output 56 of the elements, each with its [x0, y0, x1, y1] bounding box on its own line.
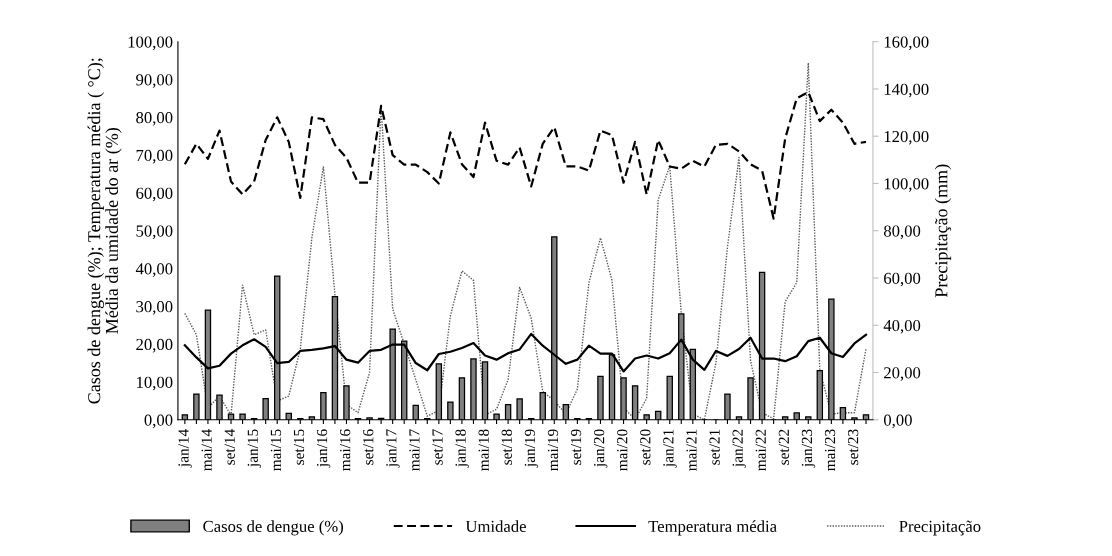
x-tick-label: jan/15: [247, 429, 262, 468]
x-tick-label: jan/16: [316, 429, 331, 468]
x-tick-label: set/22: [778, 429, 789, 465]
y-tick-label: 30,00: [136, 301, 173, 315]
y-tick-label: 90,00: [136, 74, 173, 88]
x-tick-label: set/15: [293, 429, 305, 465]
y-axis-title: Casos de dengue (%); Temperatura média ( °C); Média da umidade do ar (%): [87, 58, 122, 404]
y-tick-label: 10,00: [137, 376, 173, 391]
y2-tick-label: 0,00: [883, 414, 912, 429]
y-tick-label: 70,00: [136, 149, 173, 164]
legend-label: Temperatura média: [648, 520, 777, 536]
x-tick-label: set/20: [640, 429, 651, 465]
x-tick-label: set/21: [709, 429, 720, 465]
x-tick-label: set/17: [432, 429, 443, 465]
y2-tick-label: 140,00: [884, 83, 929, 98]
y2-tick-label: 60,00: [884, 272, 921, 287]
y2-tick-label: 40,00: [883, 319, 921, 334]
y-tick-label: 60,00: [136, 187, 173, 202]
x-tick-label: set/19: [570, 429, 582, 465]
y-tick-label: 20,00: [136, 338, 173, 353]
x-tick-label: set/18: [501, 429, 512, 465]
y2-tick-label: 120,00: [884, 130, 929, 145]
legend-label: Casos de dengue (%): [203, 520, 344, 536]
x-tick-label: jan/17: [386, 429, 400, 468]
legend-label: Umidade: [465, 520, 526, 533]
x-tick-label: jan/23: [801, 429, 816, 468]
x-tick-label: set/14: [224, 429, 235, 465]
x-tick-label: jan/14: [178, 429, 192, 468]
y-tick-label: 100,00: [128, 36, 173, 51]
x-tick-label: mai/14: [201, 429, 212, 471]
x-tick-label: jan/20: [593, 429, 608, 468]
y2-tick-label: 100,00: [884, 178, 929, 192]
x-tick-label: set/23: [848, 429, 859, 465]
x-tick-label: jan/21: [663, 429, 677, 468]
y2-tick-label: 20,00: [884, 367, 921, 381]
y2-tick-label: 80,00: [883, 225, 921, 240]
y-tick-label: 80,00: [136, 112, 173, 126]
legend-label: Precipitação: [899, 520, 981, 536]
x-tick-label: mai/17: [409, 429, 420, 471]
x-tick-label: mai/19: [547, 429, 559, 471]
x-tick-label: jan/22: [732, 429, 746, 468]
x-tick-label: mai/23: [824, 429, 836, 471]
y2-tick-label: 160,00: [884, 36, 929, 51]
y2-axis-title: Precipitação (mm): [934, 164, 952, 298]
y-tick-label: 40,00: [135, 263, 173, 277]
x-tick-label: jan/19: [524, 429, 539, 468]
y-tick-label: 0,00: [144, 414, 173, 429]
y-tick-label: 50,00: [136, 225, 173, 240]
x-tick-label: mai/21: [686, 429, 697, 471]
x-tick-label: mai/20: [617, 429, 628, 471]
x-tick-label: set/16: [363, 429, 374, 465]
x-tick-label: mai/18: [478, 429, 489, 471]
x-tick-label: jan/18: [455, 429, 469, 468]
x-tick-label: mai/16: [340, 429, 351, 471]
x-tick-label: mai/22: [755, 429, 766, 471]
x-tick-label: mai/15: [270, 429, 282, 471]
